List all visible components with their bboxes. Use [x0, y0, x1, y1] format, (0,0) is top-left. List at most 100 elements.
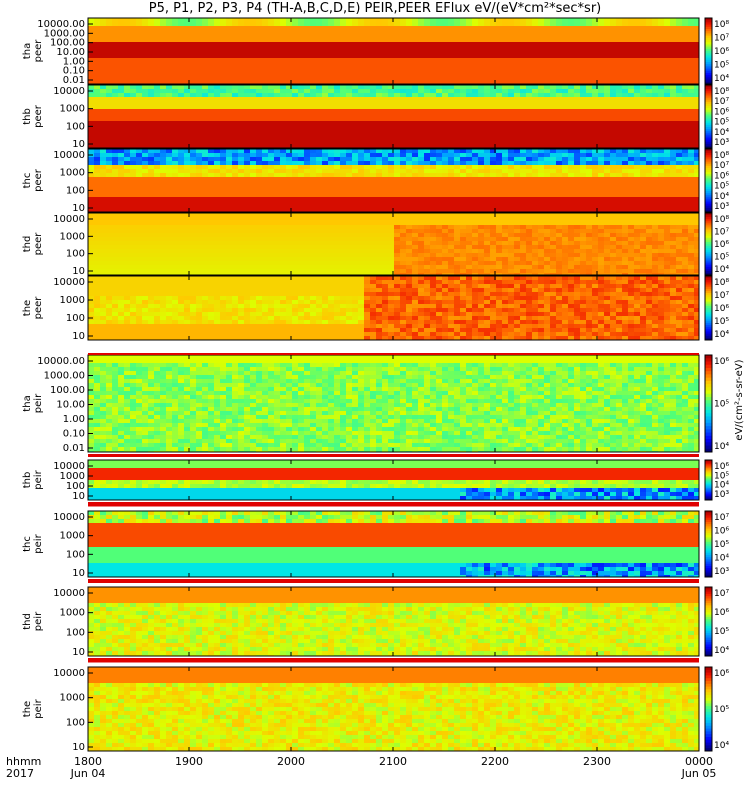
heat-cell [130, 38, 136, 42]
heat-cell [106, 74, 112, 78]
heat-cell [526, 201, 532, 205]
heat-cell [382, 42, 388, 46]
heat-cell [472, 205, 478, 209]
heat-cell [220, 78, 226, 82]
heat-cell [592, 101, 598, 105]
heat-cell [550, 169, 556, 173]
heat-cell [550, 145, 556, 148]
heat-cell [436, 161, 442, 165]
heat-cell [574, 105, 580, 109]
heat-cell [142, 78, 148, 82]
heat-cell [436, 70, 442, 74]
heat-cell [598, 121, 604, 125]
heat-cell [418, 129, 424, 133]
heat-cell [88, 62, 94, 66]
heat-cell [454, 62, 460, 66]
heat-cell [664, 74, 670, 78]
heat-cell [178, 85, 184, 89]
heat-cell [418, 34, 424, 38]
heat-cell [310, 78, 316, 82]
heat-cell [640, 133, 646, 137]
heat-cell [550, 185, 556, 189]
heat-cell [646, 74, 652, 78]
heat-cell [214, 205, 220, 209]
heat-cell [370, 129, 376, 133]
heat-cell [454, 85, 460, 89]
heat-cell [202, 101, 208, 105]
heat-cell [118, 89, 124, 93]
heat-cell [220, 101, 226, 105]
heat-cell [658, 58, 664, 62]
heat-cell [172, 173, 178, 177]
heat-cell [244, 125, 250, 129]
heat-cell [598, 149, 604, 153]
heat-cell [250, 141, 256, 145]
heat-cell [298, 97, 304, 101]
heat-cell [526, 205, 532, 209]
heat-cell [262, 121, 268, 125]
heat-cell [388, 125, 394, 129]
heat-cell [532, 165, 538, 169]
heat-cell [286, 62, 292, 66]
heat-cell [484, 89, 490, 93]
heat-cell [340, 185, 346, 189]
heat-cell [598, 161, 604, 165]
heat-cell [286, 149, 292, 153]
heat-cell [526, 46, 532, 50]
heat-cell [310, 82, 316, 84]
heat-cell [664, 121, 670, 125]
heat-cell [298, 173, 304, 177]
heat-cell [478, 105, 484, 109]
heat-cell [670, 113, 676, 117]
heat-cell [544, 74, 550, 78]
heat-cell [436, 50, 442, 54]
heat-cell [556, 189, 562, 193]
heat-cell [610, 58, 616, 62]
colorbar-cell [705, 64, 712, 67]
heat-cell [334, 105, 340, 109]
heat-cell [376, 177, 382, 181]
heat-cell [544, 181, 550, 185]
heat-cell [316, 78, 322, 82]
heat-cell [316, 22, 322, 26]
heat-cell [616, 62, 622, 66]
heat-cell [466, 157, 472, 161]
heat-cell [208, 121, 214, 125]
heat-cell [280, 181, 286, 185]
heat-cell [274, 189, 280, 193]
heat-cell [460, 133, 466, 137]
heat-cell [196, 26, 202, 30]
heat-cell [352, 121, 358, 125]
heat-cell [418, 89, 424, 93]
heat-cell [136, 30, 142, 34]
heat-cell [106, 93, 112, 97]
heat-cell [478, 145, 484, 148]
heat-cell [352, 105, 358, 109]
heat-cell [640, 97, 646, 101]
heat-cell [160, 173, 166, 177]
heat-cell [142, 109, 148, 113]
heat-cell [574, 149, 580, 153]
heat-cell [238, 161, 244, 165]
heat-cell [448, 26, 454, 30]
heat-cell [364, 141, 370, 145]
heat-cell [508, 185, 514, 189]
heat-cell [454, 193, 460, 197]
heat-cell [574, 18, 580, 22]
heat-cell [208, 205, 214, 209]
heat-cell [166, 70, 172, 74]
heat-cell [634, 125, 640, 129]
heat-cell [658, 22, 664, 26]
heat-cell [124, 153, 130, 157]
heat-cell [304, 101, 310, 105]
heat-cell [106, 173, 112, 177]
heat-cell [412, 34, 418, 38]
y-tick-label: 10000.00 [37, 19, 85, 30]
heat-cell [640, 85, 646, 89]
heat-cell [208, 66, 214, 70]
heat-cell [328, 58, 334, 62]
heat-cell [244, 105, 250, 109]
heat-cell [346, 46, 352, 50]
colorbar-cell [705, 120, 712, 124]
heat-cell [664, 78, 670, 82]
